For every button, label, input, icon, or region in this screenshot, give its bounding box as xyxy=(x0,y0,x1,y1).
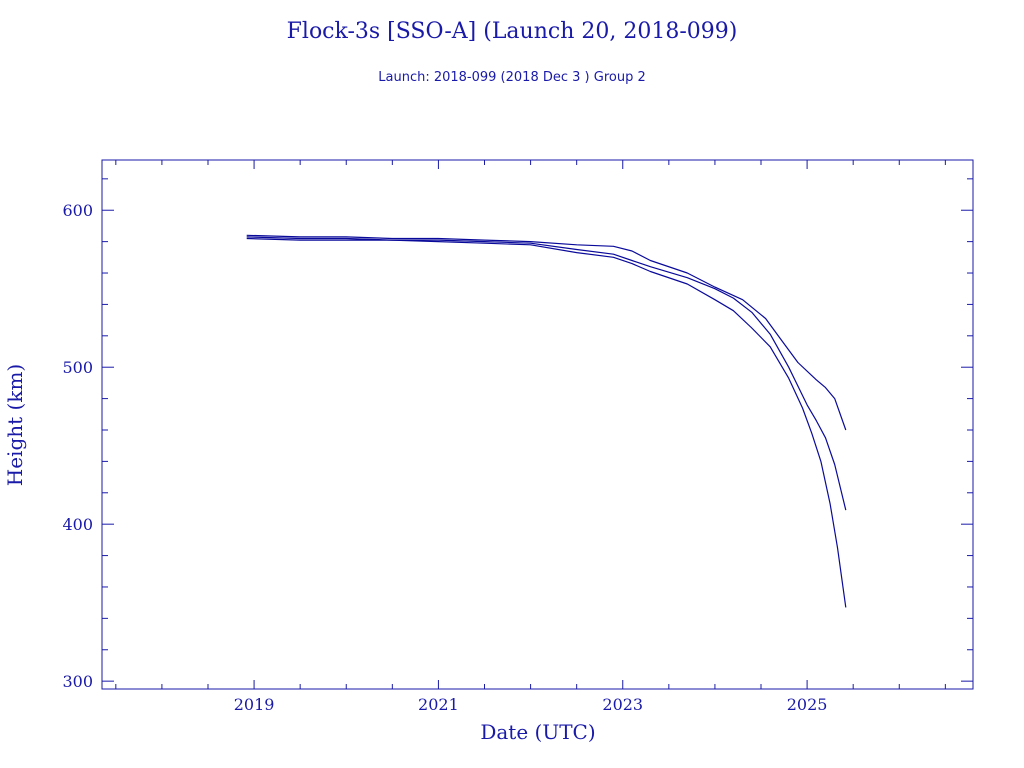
series-lines xyxy=(246,234,847,608)
x-tick-label: 2019 xyxy=(234,695,275,714)
y-tick-label: 500 xyxy=(62,358,93,377)
y-axis-label: Height (km) xyxy=(3,364,27,486)
series-line-2 xyxy=(246,236,847,511)
series-line-3 xyxy=(246,237,847,608)
plot-frame xyxy=(101,159,974,690)
series-line-1 xyxy=(246,234,847,431)
x-tick-label: 2021 xyxy=(418,695,459,714)
y-tick-label: 600 xyxy=(62,201,93,220)
x-axis-label: Date (UTC) xyxy=(480,720,595,744)
x-tick-label: 2025 xyxy=(787,695,828,714)
y-tick-label: 400 xyxy=(62,515,93,534)
chart-subtitle: Launch: 2018-099 (2018 Dec 3 ) Group 2 xyxy=(378,70,645,85)
y-tick-label: 300 xyxy=(62,672,93,691)
plot-border xyxy=(101,159,974,690)
axis-ticks: 2019 2021 2023 2025 300 400 500 600 xyxy=(62,160,973,714)
chart-title: Flock-3s [SSO-A] (Launch 20, 2018-099) xyxy=(287,19,738,44)
x-tick-label: 2023 xyxy=(602,695,643,714)
